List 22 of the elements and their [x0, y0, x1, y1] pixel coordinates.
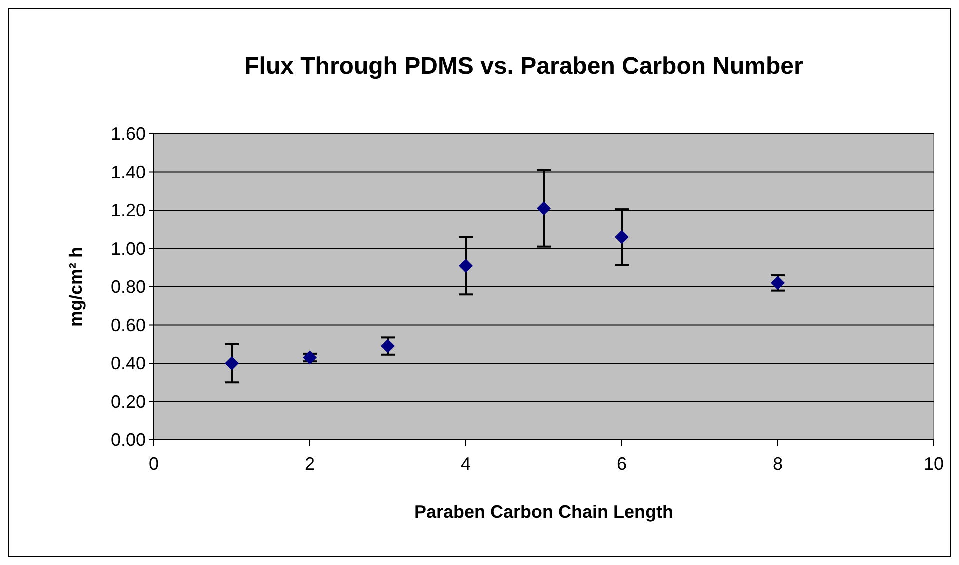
y-tick-label: 0.60: [110, 315, 146, 336]
point: [225, 356, 239, 370]
x-tick-label: 4: [460, 454, 472, 474]
x-tick-label: 8: [772, 454, 784, 474]
y-tick-label: 1.20: [110, 200, 146, 220]
point: [537, 202, 551, 216]
y-axis-title: mg/cm² h: [66, 246, 86, 328]
point: [615, 230, 629, 244]
x-tick-label: 2: [304, 454, 316, 474]
y-tick-label: 0.80: [110, 277, 146, 297]
y-tick-label: 1.00: [110, 238, 146, 259]
x-axis-title: Paraben Carbon Chain Length: [414, 502, 674, 522]
point: [459, 258, 473, 273]
x-tick-label: 6: [616, 454, 628, 474]
y-tick-label: 0.20: [110, 392, 146, 412]
x-tick-label: 0: [148, 454, 160, 474]
y-tick-label: 1.40: [110, 162, 146, 182]
y-tick-label: 1.60: [110, 124, 146, 144]
y-tick-label: 0.40: [110, 354, 146, 374]
x-tick-label: 10: [924, 454, 944, 474]
chart-title: Flux Through PDMS vs. Paraben Carbon Number: [244, 53, 804, 80]
y-tick-label: 0.00: [110, 430, 146, 450]
